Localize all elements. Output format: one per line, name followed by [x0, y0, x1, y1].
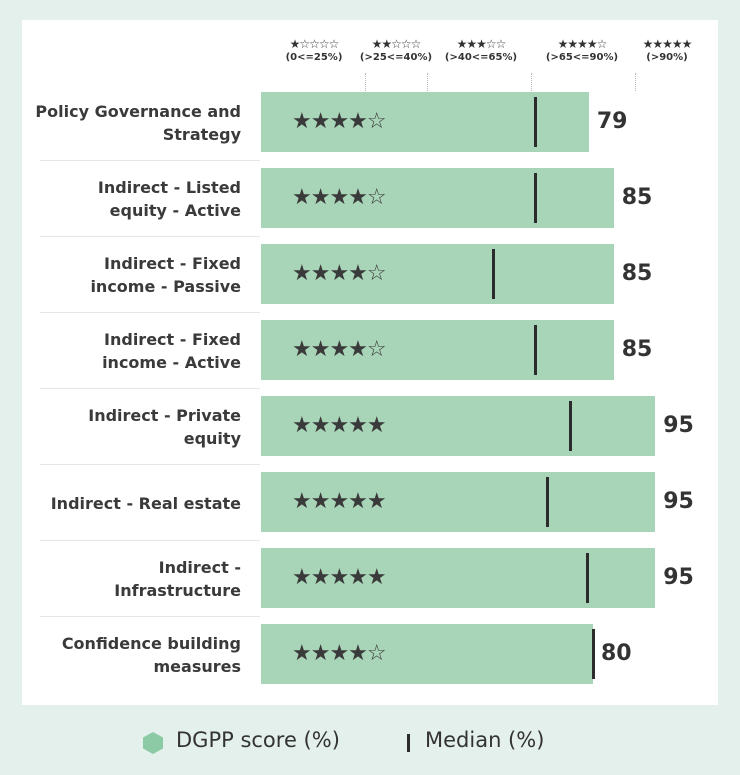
score-value-label: 79	[596, 109, 628, 134]
median-marker	[533, 325, 537, 375]
row-separator	[40, 388, 260, 389]
band-threshold-line	[634, 73, 636, 91]
score-bar	[261, 472, 656, 532]
category-label-line: Policy Governance and	[35, 102, 241, 121]
score-bar	[261, 244, 614, 304]
category-label-text: Indirect - Fixed income - Passive	[90, 252, 241, 298]
score-value-label: 85	[621, 261, 653, 286]
category-label-text: Indirect - Listed equity - Active	[98, 176, 241, 222]
median-marker	[592, 629, 595, 679]
median-marker	[533, 97, 537, 147]
band-threshold-line	[427, 73, 428, 91]
score-value-label: 80	[601, 641, 632, 666]
rating-stars-icon: ★★★★★	[292, 565, 387, 590]
category-label: Indirect - Listed equity - Active	[30, 161, 241, 237]
score-value-label: 95	[663, 489, 694, 514]
category-label-text: Indirect - Private equity	[30, 404, 241, 450]
score-bar	[261, 396, 656, 456]
category-label-line: measures	[153, 657, 242, 676]
category-label-line: Indirect - Infrastructure	[114, 558, 241, 600]
category-label-line: income - Passive	[90, 277, 241, 296]
category-label: Indirect - Fixed income - Passive	[30, 237, 241, 313]
category-label-text: Policy Governance and Strategy	[35, 100, 241, 146]
category-label: Confidence building measures	[30, 617, 241, 693]
legend-score-label: DGPP score (%)	[176, 728, 340, 752]
row-separator	[40, 616, 260, 617]
category-label: Policy Governance and Strategy	[30, 85, 241, 161]
band-label: (>25<=40%)	[359, 52, 433, 63]
band-stars-icon: ★☆☆☆☆	[289, 37, 340, 51]
rating-stars-icon: ★★★★★	[292, 489, 387, 514]
category-label-line: income - Active	[102, 353, 241, 372]
band-threshold-line	[364, 73, 366, 91]
category-label: Indirect - Infrastructure	[30, 541, 241, 617]
row-separator	[40, 236, 260, 237]
band-threshold-line	[530, 73, 532, 91]
median-marker	[585, 553, 589, 603]
band-stars-icon: ★★★★★	[642, 37, 693, 51]
row-separator	[40, 464, 260, 465]
band-stars-icon: ★★★★☆	[557, 37, 608, 51]
score-bar	[261, 168, 614, 228]
category-label-text: Indirect - Real estate	[51, 492, 241, 515]
category-label: Indirect - Fixed income - Active	[30, 313, 241, 389]
score-bar	[261, 548, 656, 608]
rating-band: ★★☆☆☆ (>25<=40%)	[351, 38, 441, 64]
score-bar	[261, 320, 614, 380]
category-label: Indirect - Private equity	[30, 389, 241, 465]
rating-stars-icon: ★★★★☆	[292, 185, 387, 210]
score-value-label: 95	[663, 413, 694, 438]
rating-stars-icon: ★★★★☆	[292, 641, 387, 666]
category-label-text: Indirect - Fixed income - Active	[102, 328, 241, 374]
median-marker	[546, 477, 550, 527]
rating-stars-icon: ★★★★☆	[292, 261, 387, 286]
row-separator	[40, 312, 260, 313]
category-label: Indirect - Real estate	[30, 465, 241, 541]
median-marker	[569, 401, 573, 451]
score-value-label: 85	[621, 185, 653, 210]
category-label-text: Confidence building measures	[62, 632, 241, 678]
band-label: (0<=25%)	[285, 52, 343, 63]
band-stars-icon: ★★☆☆☆	[371, 37, 422, 51]
row-separator	[40, 160, 260, 161]
category-label-text: Indirect - Infrastructure	[30, 556, 241, 602]
legend-median-marker	[407, 734, 410, 752]
score-bar	[261, 624, 593, 684]
legend-hexagon-icon	[143, 732, 163, 754]
category-label-line: Indirect - Listed	[97, 178, 241, 197]
rating-band: ★★★☆☆ (>40<=65%)	[436, 38, 526, 64]
rating-band: ★☆☆☆☆ (0<=25%)	[269, 38, 359, 64]
rating-band: ★★★★★ (>90%)	[622, 38, 712, 64]
score-value-label: 85	[621, 337, 653, 362]
band-label: (>90%)	[646, 52, 688, 63]
row-separator	[40, 540, 260, 541]
band-label: (>65<=90%)	[545, 52, 619, 63]
band-label: (>40<=65%)	[444, 52, 518, 63]
rating-stars-icon: ★★★★☆	[292, 337, 387, 362]
legend-median-label: Median (%)	[425, 728, 545, 752]
category-label-line: Confidence building	[61, 634, 241, 653]
category-label-line: equity - Active	[109, 201, 241, 220]
category-label-line: Indirect - Fixed	[104, 330, 241, 349]
category-label-line: Indirect - Fixed	[104, 254, 241, 273]
median-marker	[533, 173, 537, 223]
rating-stars-icon: ★★★★☆	[292, 109, 387, 134]
rating-stars-icon: ★★★★★	[292, 413, 387, 438]
category-label-line: Strategy	[162, 125, 241, 144]
median-marker	[492, 249, 496, 299]
score-value-label: 95	[663, 565, 694, 590]
rating-band: ★★★★☆ (>65<=90%)	[537, 38, 627, 64]
category-label-line: Indirect - Real estate	[50, 493, 241, 513]
category-label-line: Indirect - Private equity	[88, 406, 241, 448]
band-stars-icon: ★★★☆☆	[456, 37, 507, 51]
